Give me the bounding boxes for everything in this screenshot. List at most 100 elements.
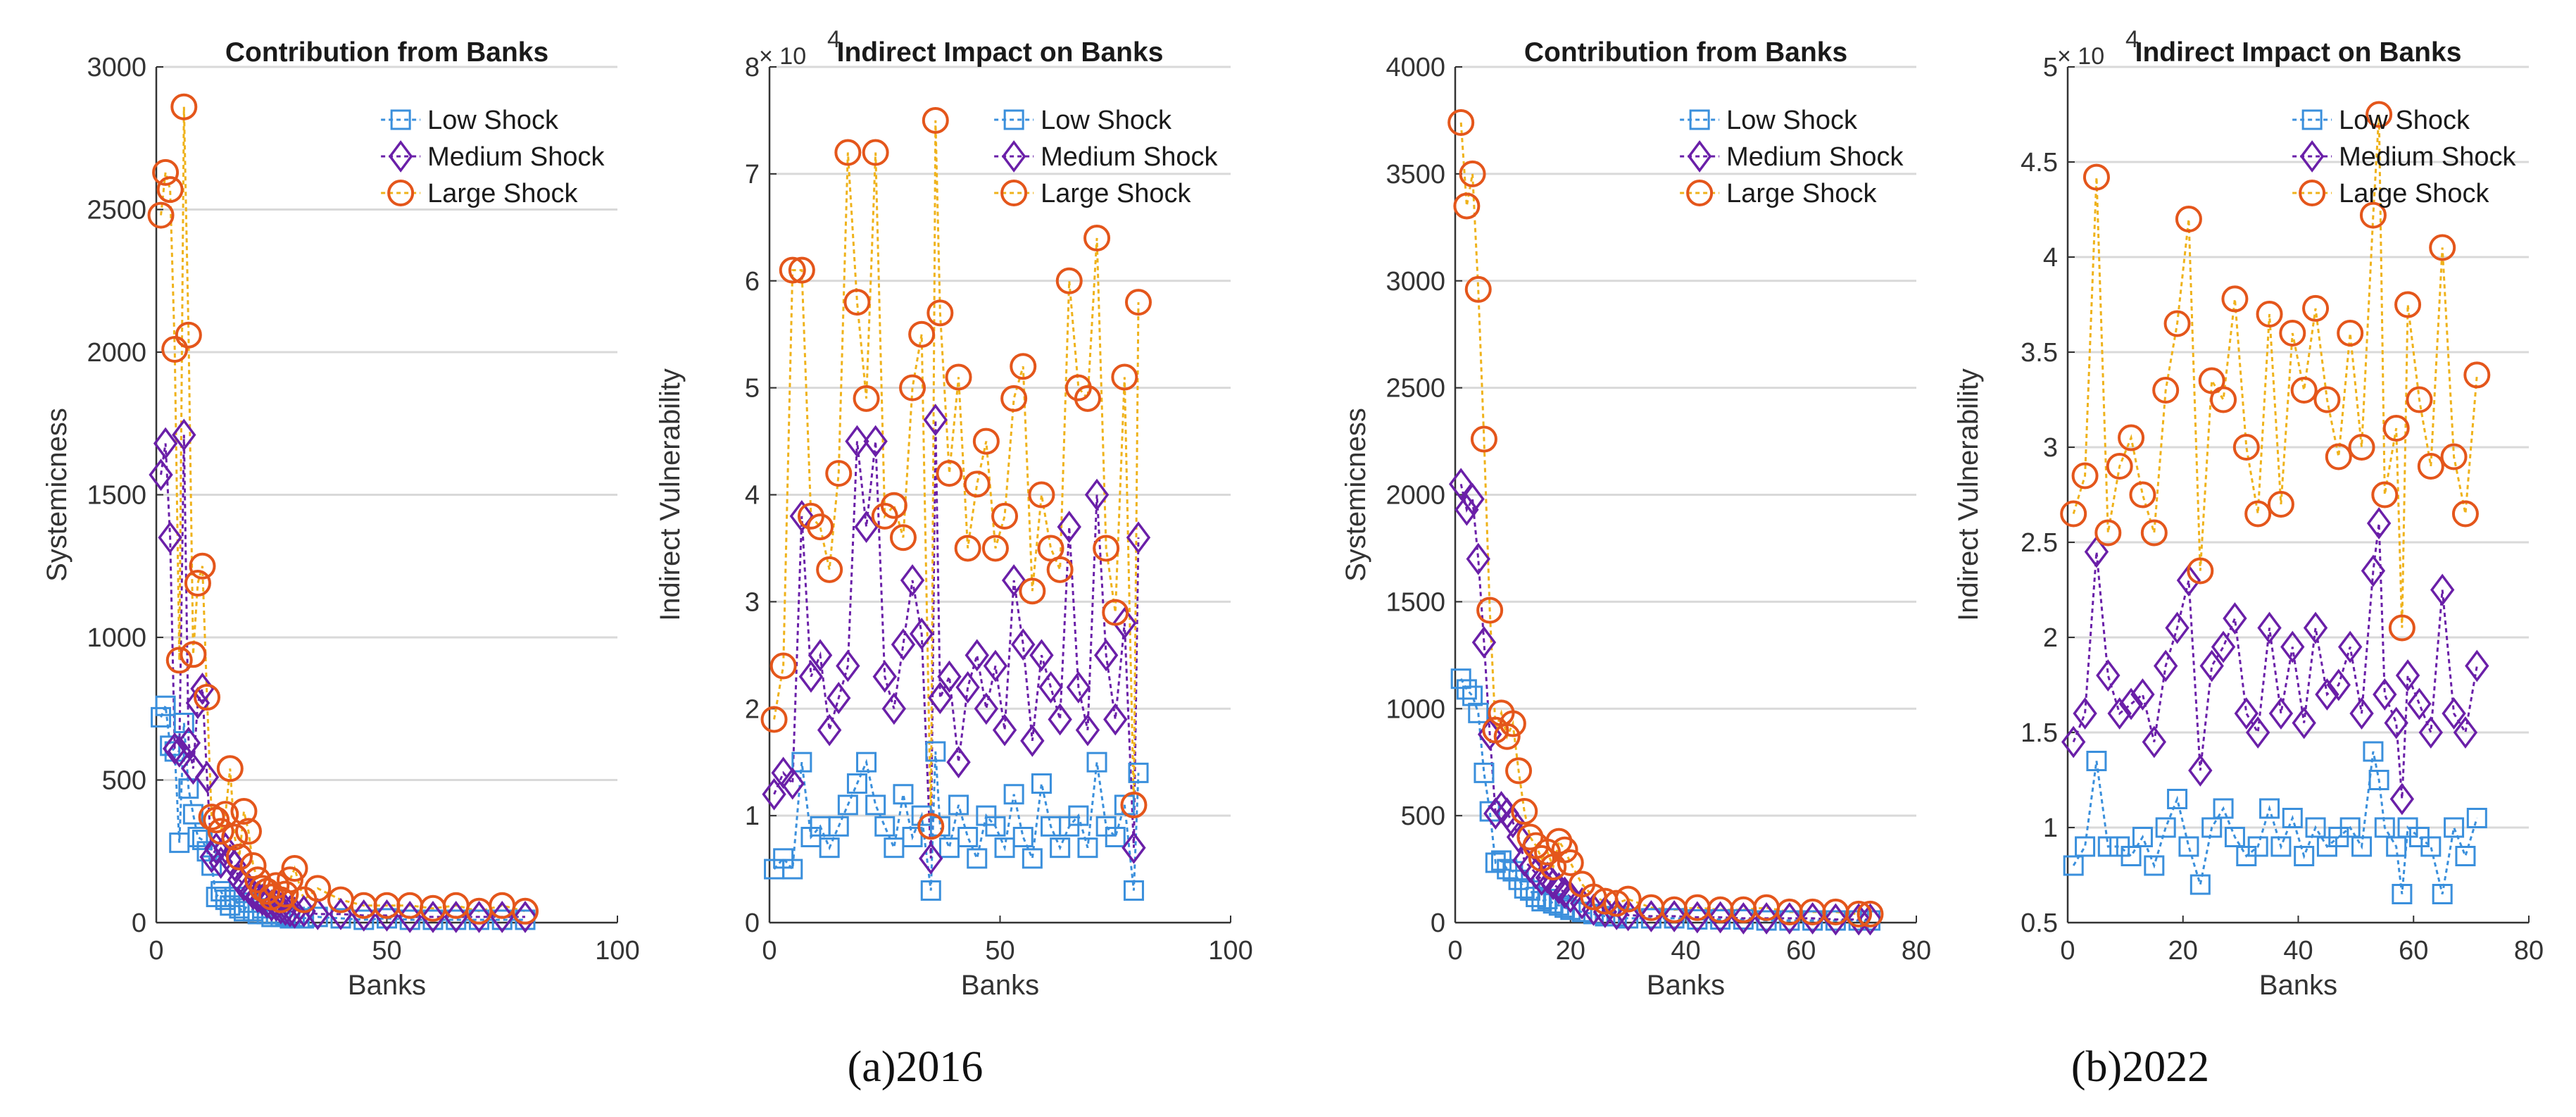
data-point-medium xyxy=(1449,468,1474,501)
data-point-low xyxy=(846,773,867,794)
data-point-medium xyxy=(909,618,934,650)
data-point-medium xyxy=(919,842,943,875)
data-point-low xyxy=(2363,741,2384,762)
data-point-large xyxy=(2071,462,2099,489)
data-point-large xyxy=(276,866,303,894)
legend-label-large: Large Shock xyxy=(1041,179,1191,208)
data-point-low xyxy=(2213,798,2234,819)
data-point-large xyxy=(2365,101,2393,128)
data-point-low xyxy=(874,816,896,837)
data-point-medium xyxy=(149,458,173,492)
data-point-low xyxy=(2386,836,2407,857)
legend-marker-large xyxy=(2299,180,2326,206)
data-point-large xyxy=(2210,386,2237,413)
data-point-large xyxy=(281,855,308,882)
data-point-low xyxy=(1456,679,1477,700)
y-tick-label: 4.5 xyxy=(2021,148,2058,177)
data-point-medium xyxy=(2096,659,2121,692)
y-tick-label: 3000 xyxy=(87,53,146,82)
series-line-medium xyxy=(773,420,1140,859)
data-point-low xyxy=(1128,762,1149,783)
legend: Low Shock Medium Shock Large Shock xyxy=(994,106,1218,208)
y-tick-label: 4 xyxy=(745,481,760,511)
data-point-large xyxy=(1545,828,1573,855)
chart-1: 0 1 2 3 4 5 6 7 8 0 50 100 Banks Indirect Vulnerabili… xyxy=(655,26,1253,1001)
data-point-large xyxy=(1083,225,1111,251)
data-point-low xyxy=(1031,773,1052,794)
y-tick-label: 5 xyxy=(745,374,760,404)
data-point-medium xyxy=(845,425,869,458)
data-point-medium xyxy=(2389,782,2415,816)
data-point-large xyxy=(2118,424,2145,451)
x-tick-label: 100 xyxy=(595,936,639,966)
x-tick-label: 80 xyxy=(2514,936,2544,966)
data-point-medium xyxy=(1558,880,1583,913)
data-point-large xyxy=(2451,500,2479,528)
data-point-large xyxy=(2394,291,2422,318)
data-point-large xyxy=(2232,434,2260,461)
x-tick-label: 0 xyxy=(762,936,777,966)
data-point-large xyxy=(862,139,889,166)
y-tick-label: 6 xyxy=(745,267,760,297)
data-point-medium xyxy=(2118,687,2144,720)
data-point-medium xyxy=(2280,630,2305,663)
data-point-medium xyxy=(1066,670,1091,704)
data-point-large xyxy=(834,139,862,166)
data-point-low xyxy=(1105,827,1126,847)
x-axis-label: Banks xyxy=(961,970,1039,1001)
data-point-medium xyxy=(420,900,446,933)
data-point-large xyxy=(2302,294,2330,322)
data-point-large xyxy=(2256,301,2283,327)
data-point-low xyxy=(2270,836,2292,857)
data-point-medium xyxy=(808,639,833,672)
y-tick-label: 0 xyxy=(1431,909,1445,938)
legend-marker-low xyxy=(390,109,411,130)
data-point-large xyxy=(1464,275,1492,303)
data-point-large xyxy=(2382,415,2410,442)
y-tick-label: 1000 xyxy=(87,623,146,653)
data-point-medium xyxy=(513,900,538,933)
data-point-large xyxy=(180,641,207,668)
y-axis-label: Systemicness xyxy=(1340,408,1371,582)
y-tick-label: 2.5 xyxy=(2021,528,2058,558)
data-point-large xyxy=(843,289,871,316)
data-point-medium xyxy=(2366,507,2392,539)
data-point-large xyxy=(908,320,936,348)
legend-marker-large xyxy=(387,180,415,206)
data-point-medium xyxy=(2142,725,2166,759)
x-tick-label: 40 xyxy=(2283,936,2313,966)
data-point-low xyxy=(985,816,1006,837)
x-tick-label: 20 xyxy=(2168,936,2198,966)
y-tick-label: 4 xyxy=(2043,243,2058,273)
data-point-low xyxy=(782,859,803,880)
data-point-large xyxy=(1019,578,1046,605)
data-point-low xyxy=(178,778,199,799)
x-axis-label: Banks xyxy=(348,970,426,1001)
data-point-medium xyxy=(1858,903,1883,936)
data-point-low xyxy=(2097,836,2118,857)
x-tick-label: 60 xyxy=(1786,936,1816,966)
data-point-medium xyxy=(1661,899,1687,932)
data-point-large xyxy=(2082,163,2110,191)
data-point-medium xyxy=(2165,611,2189,644)
data-point-medium xyxy=(1126,521,1151,554)
data-point-medium xyxy=(176,726,201,759)
data-point-large xyxy=(1055,267,1083,294)
data-point-medium xyxy=(1541,868,1566,901)
data-point-low xyxy=(967,848,988,869)
data-point-large xyxy=(926,299,954,327)
y-tick-label: 3000 xyxy=(1386,267,1445,297)
data-point-medium xyxy=(900,564,925,597)
data-point-low xyxy=(151,706,172,728)
data-point-large xyxy=(1753,894,1780,921)
data-point-medium xyxy=(1048,703,1072,736)
y-tick-label: 2000 xyxy=(1386,481,1445,511)
data-point-large xyxy=(899,374,926,401)
data-point-large xyxy=(1476,597,1504,624)
data-point-large xyxy=(2106,453,2133,480)
data-point-large xyxy=(2463,361,2491,389)
chart-title: Contribution from Banks xyxy=(1524,37,1847,68)
y-tick-label: 4000 xyxy=(1386,53,1445,82)
data-point-large xyxy=(198,804,225,831)
series-line-large xyxy=(160,106,526,913)
